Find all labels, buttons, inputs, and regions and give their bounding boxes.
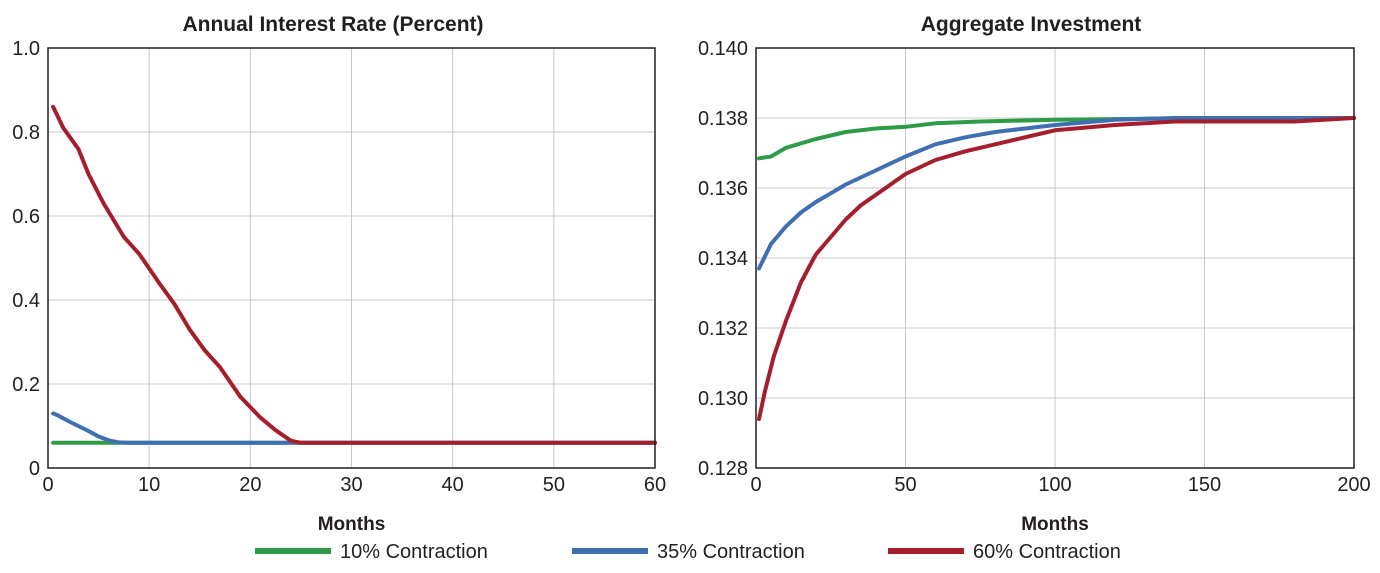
x-axis-label: Months	[318, 514, 386, 535]
x-tick-label: 60	[644, 474, 666, 496]
y-tick-label: 0.130	[698, 388, 748, 410]
x-tick-label: 40	[442, 474, 464, 496]
y-tick-label: 0.140	[698, 38, 748, 60]
interest-rate-chart: Annual Interest Rate (Percent) 0 10 20 30 40 5…	[12, 13, 666, 535]
x-tick-label: 0	[42, 474, 53, 496]
legend-label: 35% Contraction	[657, 541, 805, 563]
y-tick-label: 0.6	[12, 206, 40, 228]
y-tick-label: 0.134	[698, 248, 748, 270]
chart-title: Annual Interest Rate (Percent)	[182, 13, 483, 36]
x-axis-label: Months	[1021, 514, 1089, 535]
x-tick-label: 0	[750, 474, 761, 496]
aggregate-investment-chart: Aggregate Investment 0 50 100 150 200 0.128 0.1…	[698, 13, 1371, 535]
y-tick-label: 0.8	[12, 122, 40, 144]
y-tick-label: 0	[29, 458, 40, 480]
y-tick-label: 0.132	[698, 318, 748, 340]
x-tick-label: 50	[894, 474, 916, 496]
y-tick-label: 1.0	[12, 38, 40, 60]
y-tick-label: 0.136	[698, 178, 748, 200]
legend-label: 60% Contraction	[973, 541, 1121, 563]
series-line-60-contraction	[53, 107, 655, 443]
series-line-35-contraction	[53, 413, 655, 442]
y-tick-label: 0.138	[698, 108, 748, 130]
x-tick-label: 10	[138, 474, 160, 496]
series-line-60-contraction	[759, 118, 1354, 419]
y-tick-label: 0.2	[12, 374, 40, 396]
x-tick-label: 150	[1188, 474, 1221, 496]
x-tick-label: 200	[1337, 474, 1370, 496]
legend: 10% Contraction 35% Contraction 60% Contra…	[255, 541, 1121, 563]
x-tick-label: 100	[1038, 474, 1071, 496]
y-tick-label: 0.4	[12, 290, 40, 312]
legend-label: 10% Contraction	[340, 541, 488, 563]
x-tick-label: 50	[543, 474, 565, 496]
chart-title: Aggregate Investment	[921, 13, 1142, 36]
series-line-35-contraction	[759, 118, 1354, 269]
y-tick-label: 0.128	[698, 458, 748, 480]
x-tick-label: 30	[340, 474, 362, 496]
x-tick-label: 20	[239, 474, 261, 496]
